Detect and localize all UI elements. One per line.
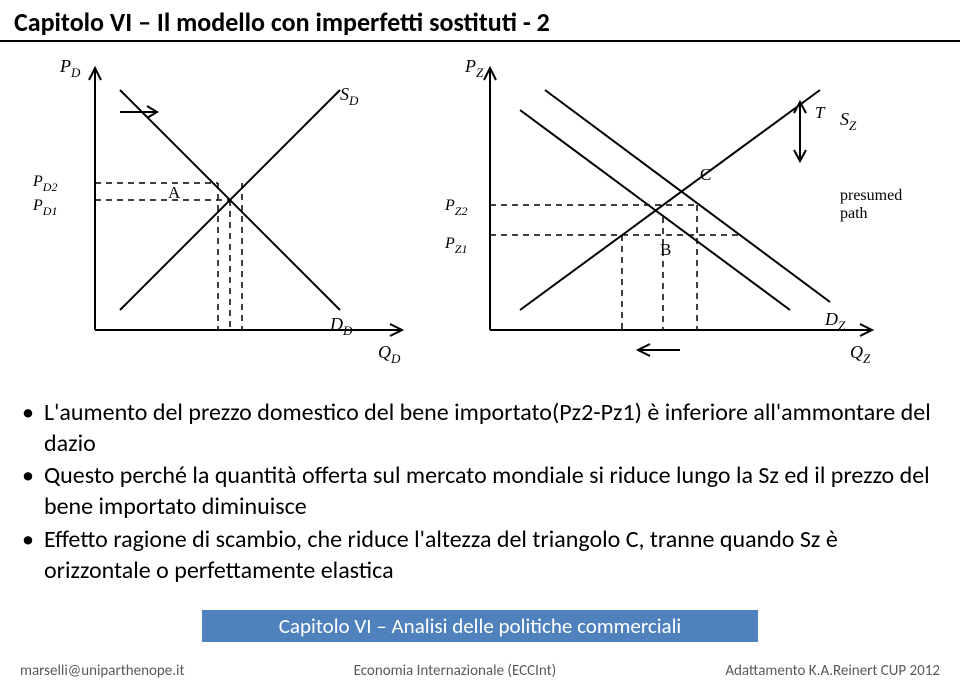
- footer-left: marselli@uniparthenope.it: [20, 662, 184, 680]
- left-region-a: A: [168, 183, 181, 202]
- left-demand-label: DD: [329, 314, 353, 338]
- right-supply-label: SZ: [840, 109, 857, 133]
- subtitle-bar: Capitolo VI – Analisi delle politiche co…: [202, 610, 758, 642]
- left-y-axis-label: PD: [59, 56, 81, 80]
- bullet-item: Questo perché la quantità offerta sul me…: [14, 461, 944, 522]
- right-panel: PZ QZ PZ2 PZ1 C B T SZ DZ presumed path: [444, 56, 906, 366]
- bullet-item: L'aumento del prezzo domestico del bene …: [14, 398, 944, 459]
- right-price2-label: PZ2: [444, 197, 467, 218]
- subtitle-text: Capitolo VI – Analisi delle politiche co…: [279, 613, 682, 639]
- right-tariff-label: T: [815, 103, 826, 122]
- title-underline: [0, 40, 960, 42]
- right-region-b: B: [660, 240, 671, 259]
- economic-diagram: PD QD PD2 PD1 A SD DD PZ: [0, 50, 960, 380]
- footer-center: Economia Internazionale (ECCInt): [354, 662, 557, 680]
- left-supply-label: SD: [340, 84, 359, 108]
- left-panel: PD QD PD2 PD1 A SD DD: [32, 56, 402, 366]
- left-price1-label: PD1: [32, 197, 57, 218]
- footer: marselli@uniparthenope.it Economia Inter…: [0, 662, 960, 680]
- right-region-c: C: [700, 165, 711, 184]
- page-title: Capitolo VI – Il modello con imperfetti …: [14, 6, 550, 38]
- right-y-axis-label: PZ: [464, 56, 484, 80]
- left-x-axis-label: QD: [378, 342, 401, 366]
- bullet-list: L'aumento del prezzo domestico del bene …: [14, 398, 944, 588]
- left-price2-label: PD2: [32, 173, 57, 194]
- footer-right: Adattamento K.A.Reinert CUP 2012: [725, 662, 940, 680]
- bullet-item: Effetto ragione di scambio, che riduce l…: [14, 525, 944, 586]
- diagram-container: PD QD PD2 PD1 A SD DD PZ: [0, 50, 960, 380]
- right-x-axis-label: QZ: [850, 342, 871, 366]
- right-price1-label: PZ1: [444, 235, 467, 256]
- presumed-path-label: presumed path: [840, 187, 906, 222]
